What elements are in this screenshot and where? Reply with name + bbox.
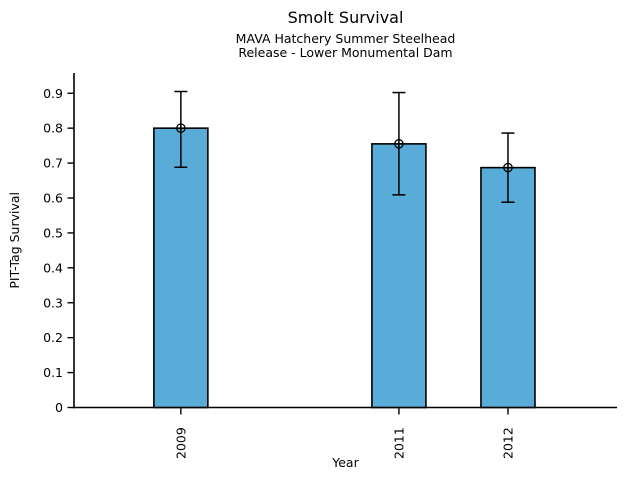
x-tick-label-2009: 2009 — [173, 427, 188, 459]
y-tick-label: 0.3 — [43, 295, 63, 310]
y-tick-label: 0.7 — [43, 156, 63, 171]
y-tick-label: 0.2 — [43, 330, 63, 345]
bar-2009 — [153, 127, 209, 409]
x-tick-label-2011: 2011 — [391, 427, 406, 459]
chart-title: Smolt Survival — [287, 8, 404, 27]
x-tick-label-2012: 2012 — [500, 427, 515, 459]
y-tick-label: 0.6 — [43, 191, 63, 206]
y-tick-label: 0 — [55, 400, 63, 415]
y-tick-label: 0.1 — [43, 365, 63, 380]
y-tick-label: 0.8 — [43, 121, 63, 136]
y-tick-label: 0.4 — [43, 260, 63, 275]
x-axis-label: Year — [332, 455, 359, 470]
chart-subtitle-line2: Release - Lower Monumental Dam — [238, 45, 453, 60]
chart-subtitle-line1: MAVA Hatchery Summer Steelhead — [235, 31, 456, 46]
bar-2012 — [480, 166, 536, 409]
y-tick-label: 0.9 — [43, 86, 63, 101]
y-tick-label: 0.5 — [43, 225, 63, 240]
